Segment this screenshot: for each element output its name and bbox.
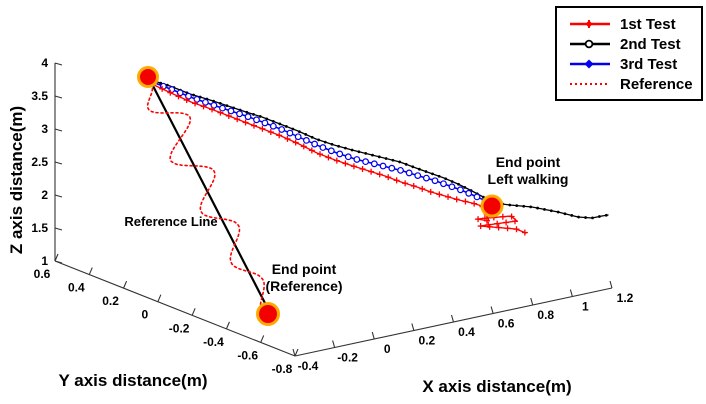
legend-item-3rd-test: 3rd Test bbox=[557, 54, 701, 74]
svg-text:0.2: 0.2 bbox=[102, 294, 119, 308]
legend-box: 1st Test 2nd Test 3rd Test Reference bbox=[555, 6, 703, 101]
svg-text:1.2: 1.2 bbox=[617, 291, 634, 305]
svg-text:-0.4: -0.4 bbox=[298, 359, 319, 373]
legend-sample-line-icon bbox=[570, 59, 610, 69]
svg-text:2.5: 2.5 bbox=[31, 155, 48, 169]
x-axis-label: X axis distance(m) bbox=[422, 377, 572, 396]
svg-text:-0.2: -0.2 bbox=[169, 321, 190, 335]
svg-text:-0.4: -0.4 bbox=[203, 335, 224, 349]
svg-text:-0.8: -0.8 bbox=[272, 362, 293, 376]
annotation-end-point-left-walking: End point Left walking bbox=[488, 154, 569, 188]
annotation-end-point-reference-line2: (Reference) bbox=[265, 278, 343, 294]
legend-item-2nd-test: 2nd Test bbox=[557, 34, 701, 54]
svg-text:1: 1 bbox=[41, 254, 48, 268]
svg-text:0: 0 bbox=[142, 308, 149, 322]
annotation-end-point-left-walking-line1: End point bbox=[495, 154, 561, 170]
z-axis-label: Z axis distance(m) bbox=[7, 105, 26, 255]
legend-sample-line-icon bbox=[570, 20, 610, 28]
legend-label: 3rd Test bbox=[620, 55, 678, 73]
svg-text:0.6: 0.6 bbox=[498, 317, 515, 331]
svg-text:1.5: 1.5 bbox=[31, 221, 48, 235]
svg-text:0.6: 0.6 bbox=[34, 267, 51, 281]
annotation-end-point-reference: End point (Reference) bbox=[265, 261, 342, 295]
legend-label: 1st Test bbox=[620, 15, 676, 33]
legend-item-1st-test: 1st Test bbox=[557, 14, 701, 34]
legend-sample-line-icon bbox=[570, 39, 610, 49]
annotation-end-point-left-walking-line2: Left walking bbox=[487, 171, 569, 187]
y-axis-label: Y axis distance(m) bbox=[58, 371, 208, 390]
svg-text:2: 2 bbox=[41, 188, 48, 202]
trajectory-series bbox=[146, 80, 609, 310]
svg-text:-0.6: -0.6 bbox=[237, 348, 258, 362]
legend-label: Reference bbox=[620, 75, 693, 93]
svg-text:0.4: 0.4 bbox=[68, 281, 85, 295]
svg-text:0.2: 0.2 bbox=[419, 334, 436, 348]
legend-sample-line-icon bbox=[570, 83, 610, 85]
svg-text:3: 3 bbox=[41, 122, 48, 136]
legend-item-reference: Reference bbox=[557, 74, 701, 94]
annotation-end-point-reference-line1: End point bbox=[271, 261, 337, 277]
series-markers bbox=[159, 81, 608, 236]
annotation-reference-line: Reference Line bbox=[124, 214, 218, 229]
svg-text:-0.2: -0.2 bbox=[337, 351, 358, 365]
svg-text:0.4: 0.4 bbox=[458, 325, 475, 339]
svg-text:0.8: 0.8 bbox=[537, 308, 554, 322]
svg-text:3.5: 3.5 bbox=[31, 89, 48, 103]
svg-text:4: 4 bbox=[41, 56, 48, 70]
endpoint-circles bbox=[137, 66, 504, 326]
legend-label: 2nd Test bbox=[620, 35, 681, 53]
svg-text:1: 1 bbox=[582, 300, 589, 314]
axes-3d: 43.532.521.510.60.40.20-0.2-0.4-0.6-0.8-… bbox=[31, 56, 633, 376]
svg-text:0: 0 bbox=[384, 342, 391, 356]
